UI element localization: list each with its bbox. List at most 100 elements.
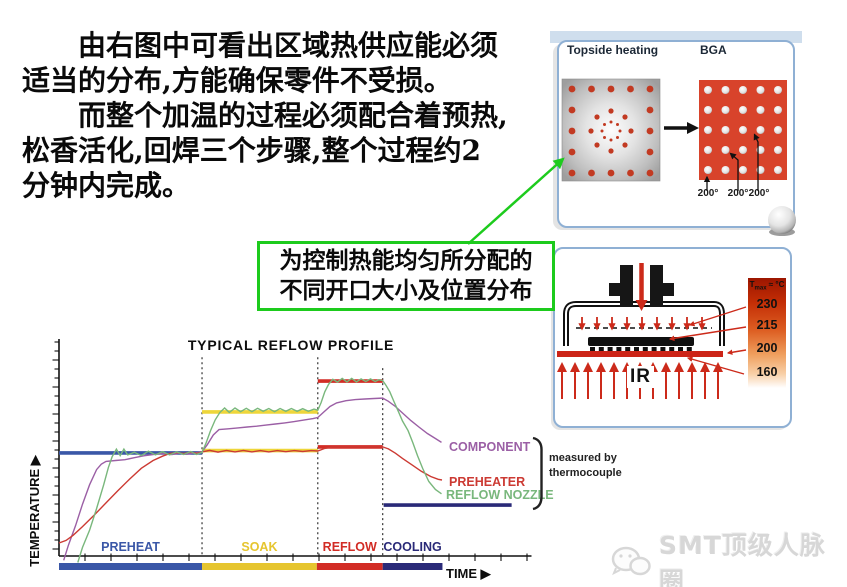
bga-temp-label: 200° [748,188,770,199]
heat-dot [622,114,628,120]
legend-note-line: measured by [549,452,618,464]
heat-dot [622,142,628,148]
heat-dot [600,129,604,133]
bga-ball [774,126,782,134]
intro-line: 分钟内完成。 [22,169,191,202]
heat-dot [588,128,594,134]
intro-line: 松香活化,回焊三个步骤,整个过程约2 [22,134,481,167]
nozzle [609,265,674,307]
heat-dot [588,169,595,177]
bga-ball [774,86,782,94]
heat-dot [607,85,615,93]
watermark: SMT顶级人脉圈 [610,526,847,587]
heat-dot [646,127,654,135]
heat-dot [594,142,600,148]
x-axis-label: TIME ▶ [446,566,492,581]
solder-bump [660,347,666,351]
temp-scale-fade [748,374,786,388]
bga-ball [756,86,765,94]
heat-dot [627,169,634,177]
solder-bump [625,347,631,351]
callout-box: 为控制热能均匀所分配的 不同开口大小及位置分布 [257,241,555,311]
legend-preheater: PREHEATER [449,475,525,489]
heat-dot [616,123,619,126]
solder-bump [634,347,639,351]
reflow-profile-chart: PREHEAT SOAK REFLOW COOLING COMPONENT PREHEAT… [27,337,622,581]
phase-label-cooling: COOLING [383,540,441,554]
solder-bump [651,347,657,351]
heat-dot [608,148,614,154]
bga-ball [721,86,730,94]
scale-value-215: 215 [756,318,778,332]
heat-dot [607,169,615,177]
bga-ball [774,166,782,174]
temp-scale-bar [748,278,786,374]
temp-pointer-arrows [668,306,747,375]
solder-bump [607,347,613,351]
scale-value-200: 200 [756,341,778,355]
bga-ball [721,166,730,174]
bga-ball [721,126,730,134]
series-preheater [58,446,443,544]
component-chip [588,337,694,346]
solder-bump [616,347,622,351]
solder-bump [598,347,604,351]
heat-dot [616,136,619,139]
series-component [63,397,442,561]
legend-note-line: thermocouple [549,467,622,479]
hot-gas-down-arrows [578,317,706,331]
ir-reflow-panel [551,247,792,430]
heat-dot [609,138,613,142]
bga-ball [721,146,730,154]
phase-bar-reflow [316,563,383,570]
heat-dot [627,85,634,93]
y-axis-label: TEMPERATURE ▶ [27,454,42,567]
heat-dot [568,169,576,177]
bga-temp-label: 200° [697,188,719,199]
bga-ball [704,126,712,134]
heat-dot [646,148,654,156]
solder-bump [669,347,675,351]
scale-value-160: 160 [756,365,778,379]
heat-dot [646,85,654,93]
series-reflow-nozzle [77,377,442,563]
heat-dot [646,169,654,177]
bga-ball [739,146,747,154]
watermark-text: SMT顶级人脉圈 [658,531,826,587]
bga-ball [704,106,712,114]
heat-dot [609,120,613,124]
legend-bracket [532,436,543,511]
bga-ball [704,86,712,94]
intro-line: 而整个加温的过程必须配合着预热, [78,99,508,132]
nozzle-down-arrow-head [635,300,648,311]
solder-bump [642,347,648,351]
intro-line: 由右图中可看出区域热供应能必须 [78,29,499,62]
scale-value-230: 230 [756,297,778,311]
phase-label-reflow: REFLOW [323,540,377,554]
pcb-board [557,351,723,357]
callout-line: 不同开口大小及位置分布 [279,277,533,304]
heat-dot [588,85,595,93]
heat-dot [603,123,606,126]
phase-label-soak: SOAK [241,540,277,554]
wechat-icon [611,546,651,576]
solder-bump [686,347,692,351]
heat-dot [594,114,600,120]
bga-ball [704,146,712,154]
bga-ball [774,146,782,154]
bga-ball [739,126,747,134]
legend-reflow-nozzle: REFLOW NOZZLE [446,488,554,502]
phase-bar-soak [202,563,317,570]
phase-bar-cooling [382,563,443,570]
bga-ball [774,106,782,114]
callout-line: 为控制热能均匀所分配的 [279,247,533,274]
bga-ball [704,166,712,174]
bga-pointer-arrows [703,133,760,191]
aperture-dot-pattern [568,85,654,177]
heat-dot [568,127,576,135]
phase-bar-preheat [59,563,203,570]
ir-label: IR [627,366,654,388]
bga-ball [756,126,765,134]
heat-dot [568,85,576,93]
